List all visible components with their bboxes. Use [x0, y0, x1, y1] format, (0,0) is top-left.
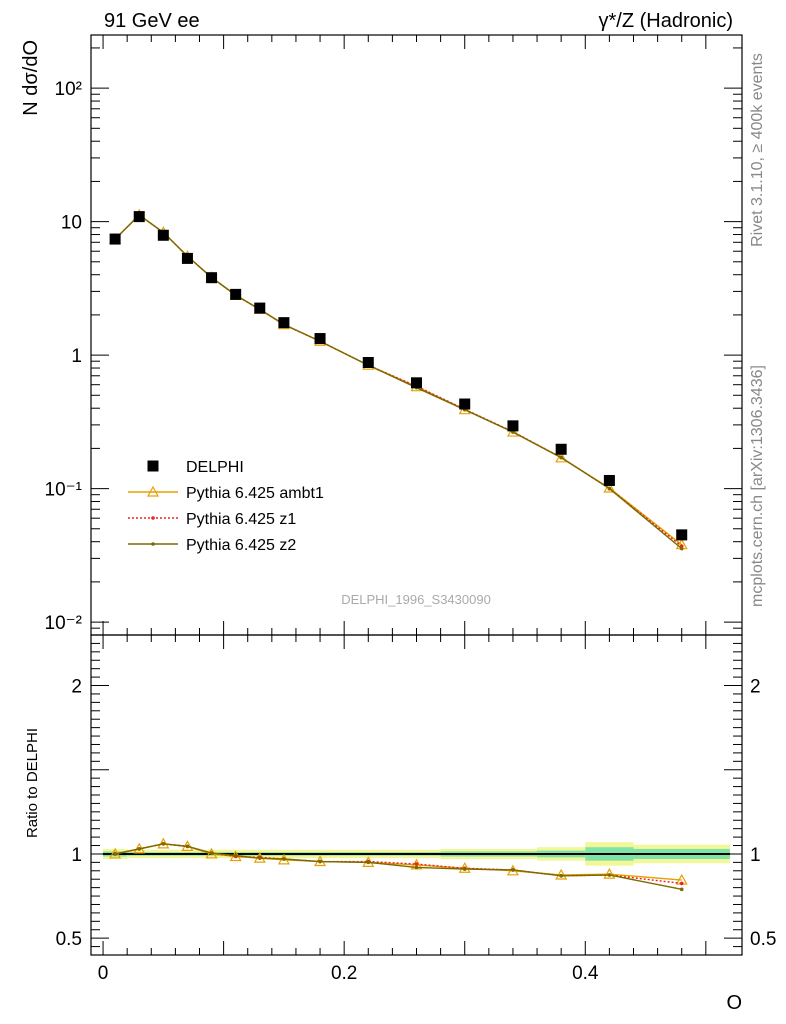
ratio-data-point	[679, 881, 684, 886]
process-title: γ*/Z (Hadronic)	[599, 10, 733, 32]
main-data-point	[206, 272, 218, 284]
main-data-point	[278, 317, 290, 329]
legend-marker	[151, 542, 155, 546]
main-y-tick-label: 10²	[55, 79, 82, 100]
main-data-point	[157, 229, 169, 241]
main-y-tick-label: 1	[71, 346, 82, 367]
main-data-point	[411, 377, 422, 389]
x-axis-title: O	[726, 992, 742, 1014]
ratio-data-point	[157, 837, 170, 849]
ratio-data-point	[282, 857, 286, 861]
ratio-panel-frame	[90, 634, 743, 956]
ratio-y-tick-label-left: 0.5	[56, 929, 82, 950]
main-panel-series	[109, 208, 688, 551]
main-series-line	[114, 214, 683, 550]
ratio-y-tick-label-left: 1	[71, 845, 82, 866]
analysis-tag: DELPHI_1996_S3430090	[341, 592, 491, 607]
main-data-point	[181, 252, 193, 264]
main-data-point	[676, 529, 688, 541]
x-tick-label: 0	[98, 963, 109, 984]
main-data-point	[679, 546, 684, 551]
main-y-tick-label: 10⁻²	[45, 613, 83, 634]
main-data-point	[133, 211, 145, 223]
ratio-y-tick-label-left: 2	[71, 677, 82, 698]
main-data-point	[314, 333, 326, 345]
ratio-data-point	[185, 844, 190, 849]
ratio-data-point	[511, 868, 515, 872]
main-data-point	[603, 474, 615, 486]
x-tick-label: 0.2	[331, 963, 357, 984]
ratio-data-point	[257, 856, 262, 860]
ratio-y-tick-label-right: 0.5	[750, 929, 776, 950]
main-y-tick-label: 10⁻¹	[45, 480, 83, 501]
mcplots-source-label: mcplots.cern.ch [arXiv:1306.3436]	[749, 365, 766, 607]
x-tick-label: 0.4	[572, 963, 599, 984]
main-data-point	[507, 420, 519, 432]
ratio-data-point	[209, 851, 214, 855]
legend-marker	[147, 460, 159, 472]
ratio-data-point	[161, 842, 166, 846]
main-y-axis-title: N dσ/dO	[20, 40, 42, 116]
ratio-data-point	[113, 852, 117, 856]
ratio-data-point	[607, 873, 612, 877]
ratio-panel-axes: 0 0.2 0.4 0.5 0.5 1 1 2 2	[56, 634, 776, 984]
legend-marker	[146, 485, 160, 497]
legend-marker	[151, 516, 155, 520]
main-data-point	[607, 486, 612, 491]
main-data-point	[555, 451, 568, 463]
legend-label: Pythia 6.425 z2	[186, 537, 296, 554]
legend-entry: Pythia 6.425 z1	[128, 511, 296, 528]
ratio-data-point	[679, 887, 684, 892]
rivet-version-label: Rivet 3.1.10, ≥ 400k events	[749, 53, 766, 247]
ratio-data-point	[414, 865, 419, 870]
ratio-data-point	[233, 853, 238, 858]
ratio-data-point	[462, 867, 467, 871]
main-data-point	[559, 455, 563, 460]
main-data-point	[254, 302, 266, 314]
ratio-data-point	[603, 867, 616, 879]
ratio-data-point	[318, 859, 322, 864]
main-data-point	[459, 398, 471, 410]
ratio-y-tick-label-right: 1	[750, 845, 761, 866]
ratio-panel-series	[109, 837, 688, 892]
main-y-tick-label: 10	[61, 213, 82, 234]
main-data-point	[362, 357, 374, 369]
ratio-data-point	[366, 860, 371, 865]
legend: DELPHI Pythia 6.425 ambt1 Pythia 6.425 z1 P…	[128, 459, 324, 554]
ratio-series-line	[114, 843, 682, 891]
ratio-data-point	[559, 874, 563, 878]
ratio-y-tick-label-right: 2	[750, 677, 761, 698]
energy-title: 91 GeV ee	[104, 10, 200, 32]
main-data-point	[555, 443, 567, 455]
ratio-data-point	[137, 847, 142, 851]
ratio-data-point	[555, 868, 568, 880]
main-data-point	[109, 233, 121, 245]
legend-entry: DELPHI	[147, 459, 244, 476]
ratio-data-point	[414, 862, 419, 866]
ratio-series	[113, 842, 684, 892]
legend-entry: Pythia 6.425 z2	[128, 537, 296, 554]
legend-label: Pythia 6.425 z1	[186, 511, 296, 528]
main-data-point	[230, 288, 242, 300]
ratio-y-axis-title: Ratio to DELPHI	[24, 728, 41, 838]
main-series	[109, 211, 688, 541]
legend-entry: Pythia 6.425 ambt1	[128, 485, 324, 502]
legend-label: Pythia 6.425 ambt1	[186, 485, 324, 502]
main-panel-axes: 10⁻² 10⁻¹ 1 10 10²	[45, 34, 743, 636]
legend-label: DELPHI	[186, 459, 244, 476]
